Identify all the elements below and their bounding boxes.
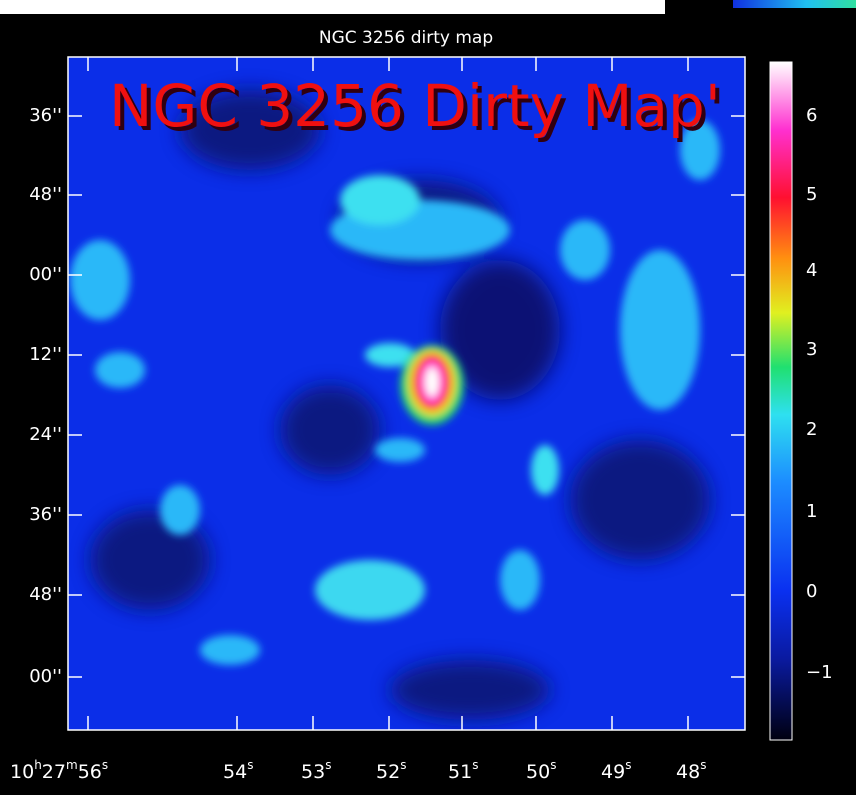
colorbar-label: 6 — [806, 105, 817, 126]
y-axis-label: 00'' — [29, 264, 62, 285]
y-axis-label: 12'' — [29, 344, 62, 365]
map-image — [68, 57, 745, 730]
label-number: 10 — [10, 761, 34, 783]
unit-superscript: s — [472, 758, 478, 772]
y-axis-label: 36'' — [29, 105, 62, 126]
label-number: 27 — [42, 761, 66, 783]
label-number: 51 — [448, 761, 472, 783]
x-axis-label: 50s — [526, 758, 556, 783]
page: NGC 3256 dirty map NGC 3256 Dirty Map' N… — [0, 0, 856, 795]
unit-superscript: s — [247, 758, 253, 772]
colorbar — [770, 62, 792, 740]
x-axis-label: 51s — [448, 758, 478, 783]
plot-title: NGC 3256 dirty map — [319, 28, 493, 48]
unit-superscript: s — [550, 758, 556, 772]
unit-superscript: s — [700, 758, 706, 772]
label-number: 50 — [526, 761, 550, 783]
x-axis-label: 48s — [676, 758, 706, 783]
colorbar-label: 2 — [806, 419, 817, 440]
overlay-text: NGC 3256 Dirty Map' — [109, 72, 721, 140]
colorbar-label: 4 — [806, 260, 817, 281]
y-axis-label: 48'' — [29, 584, 62, 605]
x-axis-label: 52s — [376, 758, 406, 783]
y-axis-label: 36'' — [29, 504, 62, 525]
x-axis-label: 10h27m56s — [10, 758, 108, 783]
top-strip — [0, 0, 665, 14]
y-axis-label: 24'' — [29, 424, 62, 445]
label-number: 48 — [676, 761, 700, 783]
unit-superscript: s — [625, 758, 631, 772]
top-gradient — [733, 0, 856, 8]
unit-superscript: h — [34, 758, 42, 772]
x-axis-label: 54s — [223, 758, 253, 783]
x-axis-label: 49s — [601, 758, 631, 783]
unit-superscript: s — [400, 758, 406, 772]
x-axis-label: 53s — [301, 758, 331, 783]
colorbar-label: 1 — [806, 501, 817, 522]
screenshot: NGC 3256 dirty map NGC 3256 Dirty Map' N… — [0, 0, 856, 795]
colorbar-label: 3 — [806, 339, 817, 360]
colorbar-label: 5 — [806, 184, 817, 205]
label-number: 54 — [223, 761, 247, 783]
colorbar-label: 0 — [806, 581, 817, 602]
label-number: 52 — [376, 761, 400, 783]
label-number: 56 — [78, 761, 102, 783]
label-number: 49 — [601, 761, 625, 783]
unit-superscript: s — [325, 758, 331, 772]
colorbar-label: −1 — [806, 662, 833, 683]
unit-superscript: m — [66, 758, 78, 772]
unit-superscript: s — [102, 758, 108, 772]
y-axis-label: 48'' — [29, 184, 62, 205]
label-number: 53 — [301, 761, 325, 783]
y-axis-label: 00'' — [29, 666, 62, 687]
